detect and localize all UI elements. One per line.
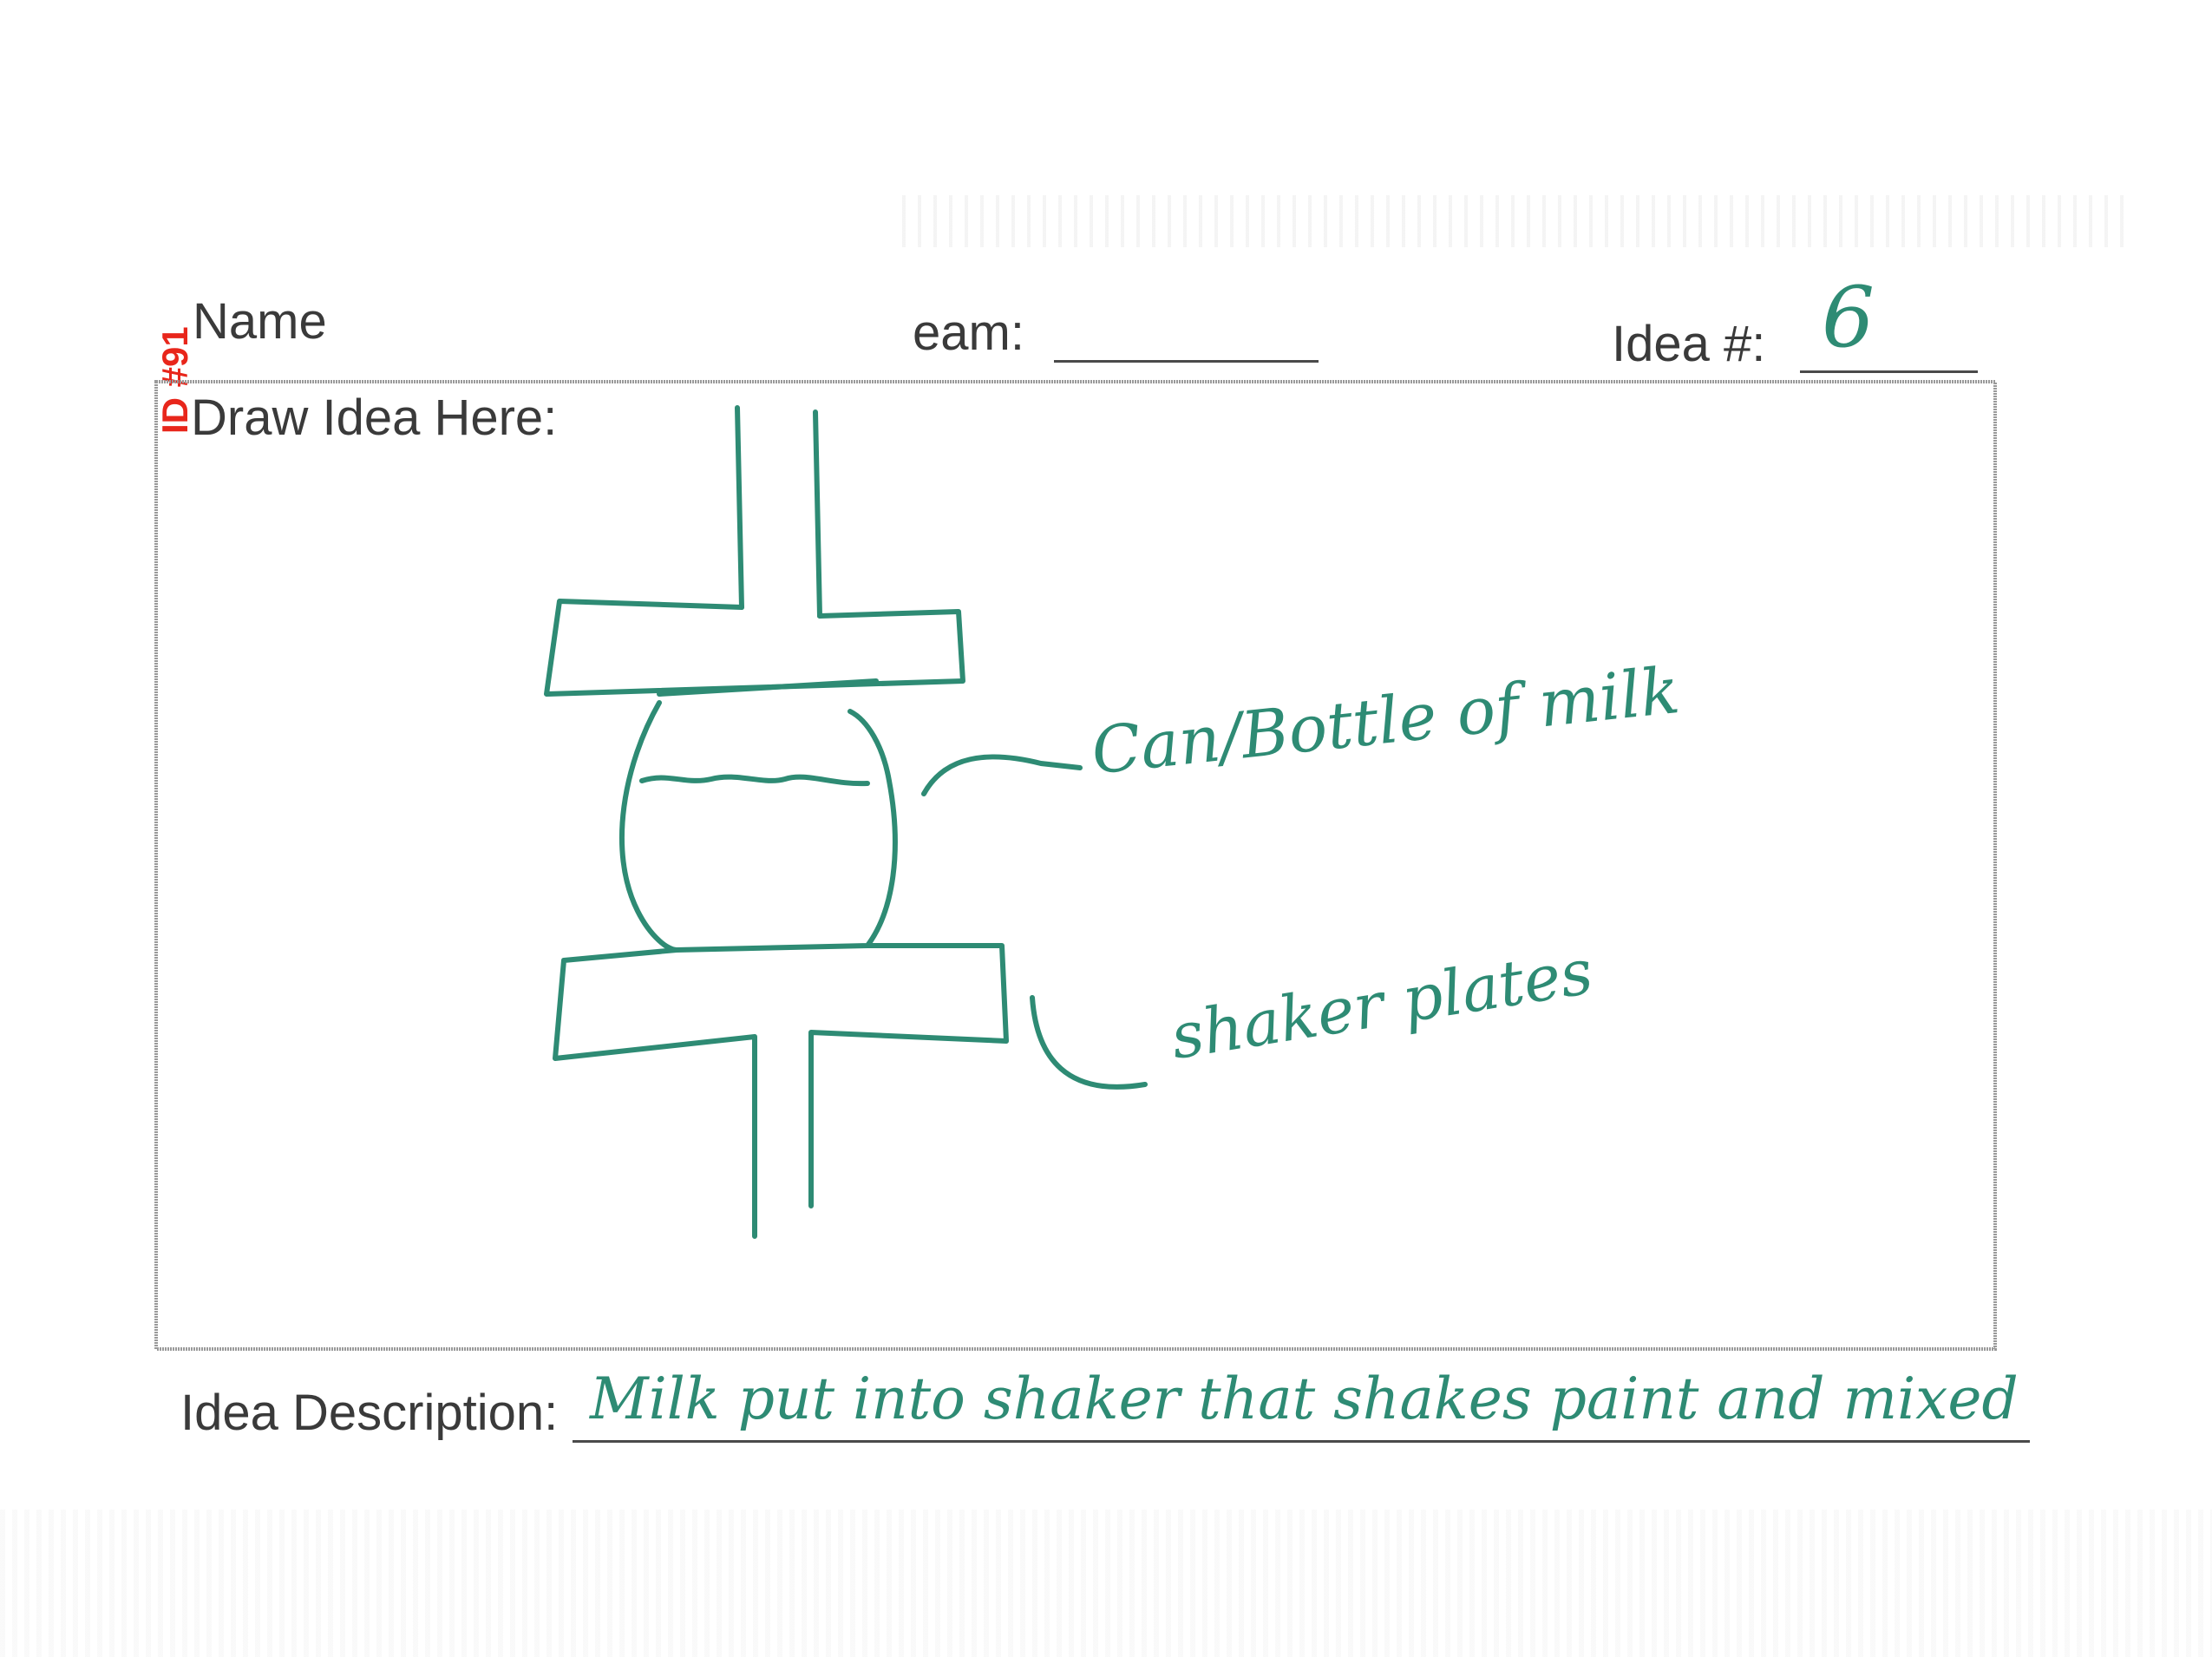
plates-leader-line bbox=[1030, 995, 1148, 1090]
description-value: Milk put into shaker that shakes paint a… bbox=[590, 1366, 2019, 1432]
top-shaft-left-line bbox=[735, 405, 744, 610]
team-label: eam: bbox=[913, 305, 1024, 361]
draw-label: Draw Idea Here: bbox=[191, 390, 558, 446]
bottom-shaker-plate bbox=[553, 943, 1009, 1239]
idea-number-line bbox=[1800, 370, 1978, 373]
description-label: Idea Description: bbox=[180, 1385, 559, 1441]
name-label: Name bbox=[193, 293, 327, 350]
description-line bbox=[573, 1440, 2030, 1443]
scan-artifact-bottom bbox=[0, 1510, 2212, 1657]
scan-artifact-top bbox=[902, 195, 2125, 247]
idea-number-label: Idea #: bbox=[1612, 316, 1766, 372]
team-field-line bbox=[1054, 360, 1319, 363]
milk-level-line bbox=[639, 774, 870, 787]
bottle-leader-line bbox=[921, 754, 1083, 796]
top-plate-lower-edge bbox=[657, 678, 879, 697]
top-shaft-right-line bbox=[813, 409, 822, 619]
top-shaft-plate bbox=[544, 599, 965, 697]
idea-number-value: 6 bbox=[1822, 269, 1875, 366]
drawing-box-border bbox=[154, 380, 1997, 1351]
milk-bottle-outline bbox=[618, 700, 898, 953]
